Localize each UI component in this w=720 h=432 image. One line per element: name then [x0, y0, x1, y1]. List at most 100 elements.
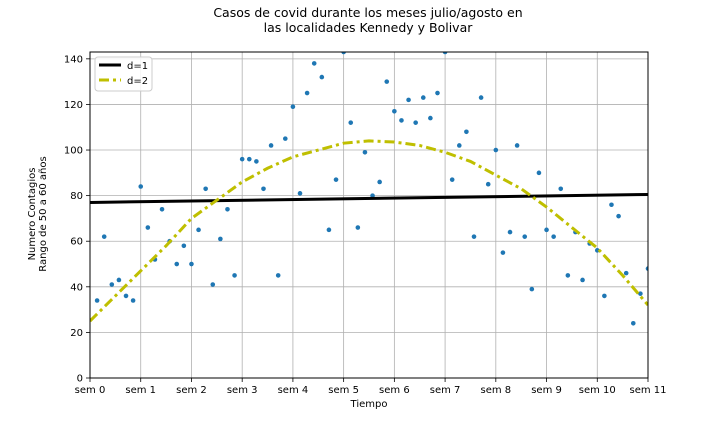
plot-area	[90, 52, 648, 326]
series-line-d1	[90, 192, 648, 204]
data-point	[254, 159, 259, 164]
data-point	[123, 293, 129, 299]
data-point	[283, 136, 288, 141]
data-point	[370, 193, 375, 198]
data-point	[544, 227, 549, 233]
y-tick-label: 0	[77, 374, 83, 385]
y-tick-label: 100	[64, 146, 83, 157]
data-point	[159, 207, 165, 212]
data-point	[514, 143, 520, 148]
data-point	[456, 143, 462, 148]
data-point	[478, 95, 484, 100]
data-point	[384, 79, 390, 84]
data-point	[630, 320, 636, 326]
data-point	[442, 52, 448, 55]
legend: d=1 d=2	[94, 56, 153, 92]
data-point	[529, 286, 535, 292]
plot-frame	[89, 51, 649, 379]
data-point	[189, 261, 194, 267]
data-point	[116, 277, 122, 283]
data-point	[355, 225, 361, 230]
x-tick-label: sem 8	[480, 385, 511, 396]
x-tick-label: sem 11	[629, 385, 666, 396]
y-axis-label-line-1: Numero Contagios	[27, 168, 38, 261]
data-point	[348, 120, 354, 125]
x-tick-label: sem 2	[176, 385, 207, 396]
data-point	[94, 298, 100, 303]
data-point	[536, 170, 542, 176]
data-point	[522, 234, 528, 239]
data-point	[399, 118, 404, 123]
axes-frame	[89, 51, 649, 379]
data-point	[580, 277, 585, 283]
data-point	[225, 207, 230, 212]
data-point	[290, 104, 296, 110]
data-point	[218, 236, 223, 242]
x-axis-ticks: sem 0 sem 1 sem 2 sem 3 sem 4 sem 5 sem 6 sem 7…	[75, 378, 667, 396]
data-point	[311, 61, 317, 66]
data-point	[275, 273, 281, 278]
data-point	[297, 191, 303, 196]
y-axis-label: Numero Contagios Rango de 50 a 60 años	[27, 156, 49, 271]
data-point	[196, 227, 201, 233]
data-point	[232, 273, 237, 278]
data-point	[239, 156, 245, 162]
x-tick-label: sem 0	[75, 385, 106, 396]
y-tick-label: 80	[70, 191, 83, 202]
data-point	[392, 108, 397, 114]
data-point	[551, 234, 556, 239]
data-point	[109, 282, 115, 287]
x-axis-label: Tiempo	[350, 399, 388, 410]
x-tick-label: sem 6	[379, 385, 410, 396]
x-tick-label: sem 9	[531, 385, 562, 396]
data-point	[471, 234, 477, 239]
data-point	[500, 250, 506, 255]
data-point	[449, 177, 455, 182]
y-tick-label: 60	[70, 237, 83, 248]
data-point	[602, 293, 607, 299]
x-tick-label: sem 1	[125, 385, 156, 396]
data-point	[558, 186, 564, 192]
data-point	[341, 52, 346, 55]
data-point	[377, 179, 382, 185]
data-point	[638, 291, 643, 296]
plot-marks	[90, 52, 648, 326]
data-point	[203, 186, 208, 192]
data-point	[138, 184, 144, 189]
data-point	[210, 282, 216, 287]
data-point	[246, 156, 252, 162]
data-point	[565, 273, 571, 278]
data-point	[413, 120, 418, 125]
x-tick-label: sem 10	[579, 385, 616, 396]
y-axis-ticks: 0 20 40 60 80 100 120 140	[64, 54, 90, 385]
data-point	[645, 266, 648, 271]
data-point	[616, 213, 621, 219]
data-point	[623, 270, 629, 276]
data-point	[261, 186, 266, 192]
x-tick-label: sem 3	[227, 385, 258, 396]
data-point	[319, 74, 325, 80]
data-point	[493, 147, 499, 153]
data-point	[485, 181, 491, 187]
y-tick-label: 40	[70, 282, 83, 293]
legend-label-d1: d=1	[127, 61, 148, 72]
series-line-d2	[90, 139, 648, 323]
y-tick-label: 20	[70, 328, 83, 339]
data-point	[464, 129, 469, 135]
legend-label-d2: d=2	[127, 76, 148, 87]
chart-title-line-2: las localidades Kennedy y Bolivar	[264, 20, 474, 35]
data-point	[326, 227, 332, 233]
data-point	[101, 234, 107, 239]
y-tick-label: 140	[64, 54, 83, 65]
y-tick-label: 120	[64, 100, 83, 111]
data-point	[130, 298, 136, 303]
data-point	[333, 177, 339, 182]
data-point	[406, 97, 411, 103]
grid	[89, 52, 649, 379]
y-axis-label-line-2: Rango de 50 a 60 años	[38, 156, 49, 271]
data-point	[181, 243, 187, 249]
data-point	[145, 225, 151, 230]
x-tick-label: sem 5	[328, 385, 359, 396]
data-point	[420, 95, 426, 100]
